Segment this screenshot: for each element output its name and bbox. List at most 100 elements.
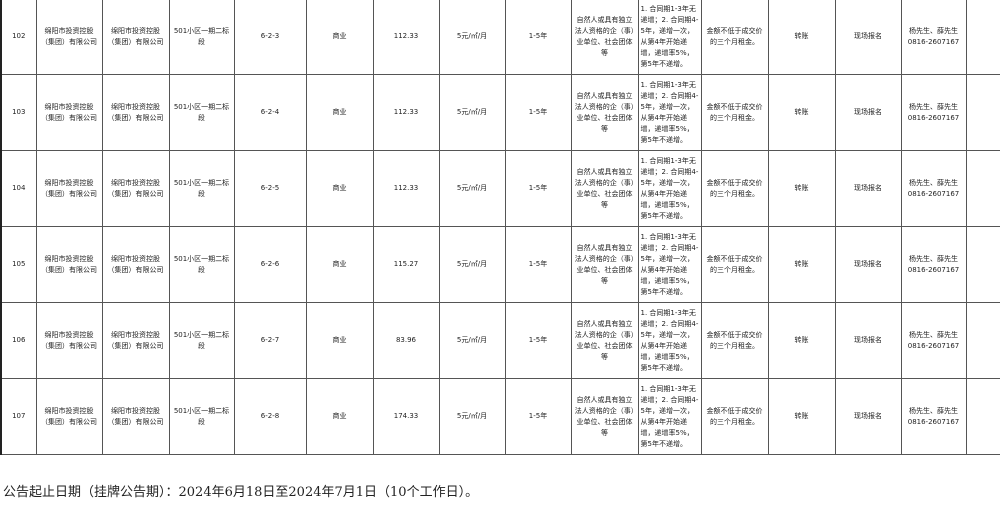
listing-table: 102 绵阳市投资控股（集团）有限公司 绵阳市投资控股（集团）有限公司 501小区一期… — [0, 0, 1000, 455]
cell-unit: 6-2-7 — [233, 302, 307, 379]
cell-deposit: 金额不低于成交价的三个月租金。 — [700, 302, 769, 379]
cell-no: 106 — [0, 302, 37, 379]
cell-owner: 绵阳市投资控股（集团）有限公司 — [101, 74, 170, 151]
cell-qualification: 自然人或具有独立法人资格的企（事）业单位、社会团体等 — [570, 226, 639, 303]
announcement-period: 公告起止日期（挂牌公告期）：2024年6月18日至2024年7月1日（10个工作… — [3, 485, 479, 500]
cell-contact: 杨先生、薛先生 0816-2607167 — [900, 74, 967, 151]
cell-use: 商业 — [305, 378, 374, 455]
cell-qualification: 自然人或具有独立法人资格的企（事）业单位、社会团体等 — [570, 0, 639, 75]
table-row: 105 绵阳市投资控股（集团）有限公司 绵阳市投资控股（集团）有限公司 501小区一期… — [0, 226, 1000, 303]
table-row: 106 绵阳市投资控股（集团）有限公司 绵阳市投资控股（集团）有限公司 501小区一期… — [0, 302, 1000, 379]
cell-increase: 1. 合同期1-3年无递增；2. 合同期4-5年，递增一次，从第4年开始递增，递… — [637, 226, 702, 303]
cell-area: 115.27 — [372, 226, 440, 303]
table-row: 107 绵阳市投资控股（集团）有限公司 绵阳市投资控股（集团）有限公司 501小区一期… — [0, 378, 1000, 455]
cell-project: 501小区一期二标段 — [168, 150, 235, 227]
cell-empty — [965, 74, 1000, 151]
cell-qualification: 自然人或具有独立法人资格的企（事）业单位、社会团体等 — [570, 74, 639, 151]
cell-empty — [965, 226, 1000, 303]
cell-price: 5元/㎡/月 — [438, 226, 506, 303]
cell-contact: 杨先生、薛先生 0816-2607167 — [900, 226, 967, 303]
cell-price: 5元/㎡/月 — [438, 0, 506, 75]
cell-mode: 转账 — [767, 378, 836, 455]
cell-use: 商业 — [305, 150, 374, 227]
cell-signup: 现场报名 — [834, 302, 902, 379]
cell-area: 83.96 — [372, 302, 440, 379]
cell-lessor: 绵阳市投资控股（集团）有限公司 — [35, 378, 103, 455]
cell-price: 5元/㎡/月 — [438, 302, 506, 379]
cell-price: 5元/㎡/月 — [438, 74, 506, 151]
cell-deposit: 金额不低于成交价的三个月租金。 — [700, 74, 769, 151]
cell-owner: 绵阳市投资控股（集团）有限公司 — [101, 226, 170, 303]
cell-no: 107 — [0, 378, 37, 455]
cell-price: 5元/㎡/月 — [438, 378, 506, 455]
cell-unit: 6-2-3 — [233, 0, 307, 75]
cell-lessor: 绵阳市投资控股（集团）有限公司 — [35, 302, 103, 379]
cell-empty — [965, 150, 1000, 227]
cell-qualification: 自然人或具有独立法人资格的企（事）业单位、社会团体等 — [570, 150, 639, 227]
cell-term: 1-5年 — [504, 150, 572, 227]
cell-mode: 转账 — [767, 74, 836, 151]
cell-use: 商业 — [305, 226, 374, 303]
cell-mode: 转账 — [767, 150, 836, 227]
cell-signup: 现场报名 — [834, 74, 902, 151]
cell-unit: 6-2-5 — [233, 150, 307, 227]
cell-project: 501小区一期二标段 — [168, 378, 235, 455]
cell-signup: 现场报名 — [834, 378, 902, 455]
cell-owner: 绵阳市投资控股（集团）有限公司 — [101, 150, 170, 227]
cell-use: 商业 — [305, 302, 374, 379]
cell-project: 501小区一期二标段 — [168, 74, 235, 151]
cell-increase: 1. 合同期1-3年无递增；2. 合同期4-5年，递增一次，从第4年开始递增，递… — [637, 0, 702, 75]
cell-unit: 6-2-4 — [233, 74, 307, 151]
cell-term: 1-5年 — [504, 74, 572, 151]
cell-unit: 6-2-8 — [233, 378, 307, 455]
cell-signup: 现场报名 — [834, 226, 902, 303]
cell-empty — [965, 302, 1000, 379]
cell-term: 1-5年 — [504, 0, 572, 75]
cell-lessor: 绵阳市投资控股（集团）有限公司 — [35, 74, 103, 151]
cell-contact: 杨先生、薛先生 0816-2607167 — [900, 150, 967, 227]
cell-contact: 杨先生、薛先生 0816-2607167 — [900, 0, 967, 75]
cell-term: 1-5年 — [504, 302, 572, 379]
cell-project: 501小区一期二标段 — [168, 302, 235, 379]
cell-empty — [965, 378, 1000, 455]
cell-increase: 1. 合同期1-3年无递增；2. 合同期4-5年，递增一次，从第4年开始递增，递… — [637, 150, 702, 227]
cell-no: 102 — [0, 0, 37, 75]
cell-project: 501小区一期二标段 — [168, 0, 235, 75]
cell-owner: 绵阳市投资控股（集团）有限公司 — [101, 378, 170, 455]
cell-term: 1-5年 — [504, 226, 572, 303]
cell-no: 105 — [0, 226, 37, 303]
cell-no: 104 — [0, 150, 37, 227]
cell-contact: 杨先生、薛先生 0816-2607167 — [900, 378, 967, 455]
cell-lessor: 绵阳市投资控股（集团）有限公司 — [35, 0, 103, 75]
cell-increase: 1. 合同期1-3年无递增；2. 合同期4-5年，递增一次，从第4年开始递增，递… — [637, 302, 702, 379]
cell-lessor: 绵阳市投资控股（集团）有限公司 — [35, 150, 103, 227]
cell-area: 112.33 — [372, 0, 440, 75]
cell-no: 103 — [0, 74, 37, 151]
cell-contact: 杨先生、薛先生 0816-2607167 — [900, 302, 967, 379]
cell-empty — [965, 0, 1000, 75]
cell-owner: 绵阳市投资控股（集团）有限公司 — [101, 0, 170, 75]
cell-area: 174.33 — [372, 378, 440, 455]
cell-mode: 转账 — [767, 226, 836, 303]
cell-lessor: 绵阳市投资控股（集团）有限公司 — [35, 226, 103, 303]
cell-owner: 绵阳市投资控股（集团）有限公司 — [101, 302, 170, 379]
cell-unit: 6-2-6 — [233, 226, 307, 303]
cell-price: 5元/㎡/月 — [438, 150, 506, 227]
cell-mode: 转账 — [767, 302, 836, 379]
cell-signup: 现场报名 — [834, 0, 902, 75]
cell-term: 1-5年 — [504, 378, 572, 455]
table-row: 102 绵阳市投资控股（集团）有限公司 绵阳市投资控股（集团）有限公司 501小区一期… — [0, 0, 1000, 75]
cell-qualification: 自然人或具有独立法人资格的企（事）业单位、社会团体等 — [570, 378, 639, 455]
cell-signup: 现场报名 — [834, 150, 902, 227]
cell-mode: 转账 — [767, 0, 836, 75]
cell-area: 112.33 — [372, 150, 440, 227]
table-row: 104 绵阳市投资控股（集团）有限公司 绵阳市投资控股（集团）有限公司 501小区一期… — [0, 150, 1000, 227]
cell-increase: 1. 合同期1-3年无递增；2. 合同期4-5年，递增一次，从第4年开始递增，递… — [637, 74, 702, 151]
cell-use: 商业 — [305, 74, 374, 151]
cell-deposit: 金额不低于成交价的三个月租金。 — [700, 0, 769, 75]
cell-area: 112.33 — [372, 74, 440, 151]
cell-qualification: 自然人或具有独立法人资格的企（事）业单位、社会团体等 — [570, 302, 639, 379]
table-row: 103 绵阳市投资控股（集团）有限公司 绵阳市投资控股（集团）有限公司 501小区一期… — [0, 74, 1000, 151]
cell-use: 商业 — [305, 0, 374, 75]
cell-project: 501小区一期二标段 — [168, 226, 235, 303]
